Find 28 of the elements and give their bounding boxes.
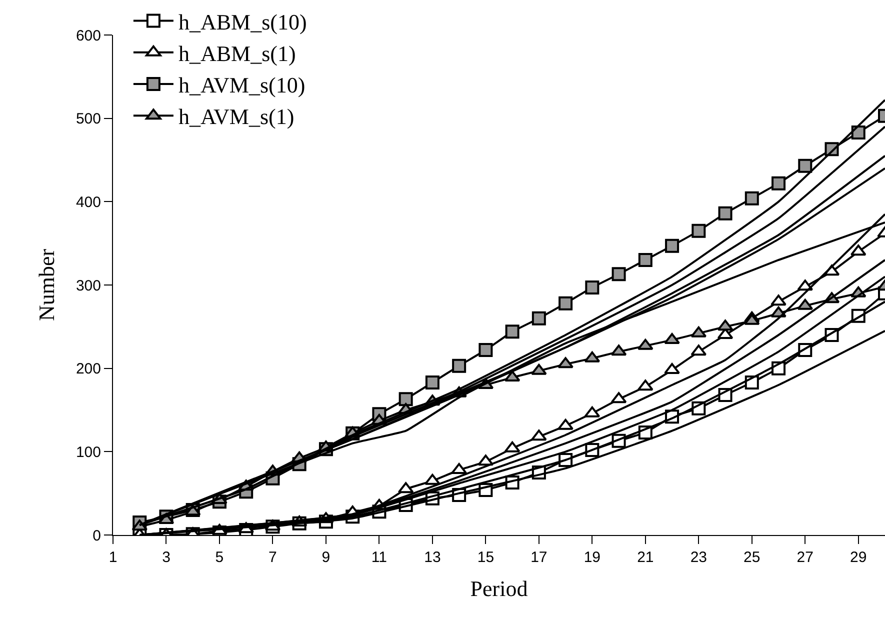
x-tick-label: 9 <box>322 549 330 566</box>
x-tick-label: 27 <box>796 549 814 566</box>
legend-label: h_AVM_s(1) <box>178 104 294 130</box>
x-tick-label: 25 <box>744 549 760 566</box>
x-tick-label: 17 <box>530 549 548 566</box>
legend-label: h_ABM_s(1) <box>178 40 296 66</box>
y-tick-label: 400 <box>76 194 101 211</box>
x-tick-label: 11 <box>371 549 387 566</box>
x-tick-label: 29 <box>850 549 867 566</box>
x-tick-label: 3 <box>162 549 170 566</box>
x-tick-label: 5 <box>215 549 224 566</box>
x-axis-title: Period <box>470 576 528 601</box>
x-tick-label: 7 <box>268 549 277 566</box>
y-tick-label: 200 <box>76 360 101 378</box>
x-tick-label: 15 <box>477 549 494 566</box>
y-axis-title: Number <box>34 248 59 322</box>
y-tick-label: 300 <box>76 277 101 294</box>
y-tick-label: 600 <box>76 27 101 44</box>
x-tick-label: 1 <box>108 549 118 566</box>
x-tick-label: 23 <box>690 549 708 566</box>
y-tick-label: 100 <box>76 444 101 461</box>
x-tick-label: 19 <box>584 549 601 566</box>
y-tick-label: 500 <box>76 110 101 128</box>
x-tick-label: 13 <box>424 549 441 566</box>
y-tick-label: 0 <box>92 527 101 544</box>
legend-label: h_AVM_s(10) <box>178 72 306 98</box>
x-tick-label: 21 <box>637 549 654 566</box>
legend-label: h_ABM_s(10) <box>178 9 307 34</box>
